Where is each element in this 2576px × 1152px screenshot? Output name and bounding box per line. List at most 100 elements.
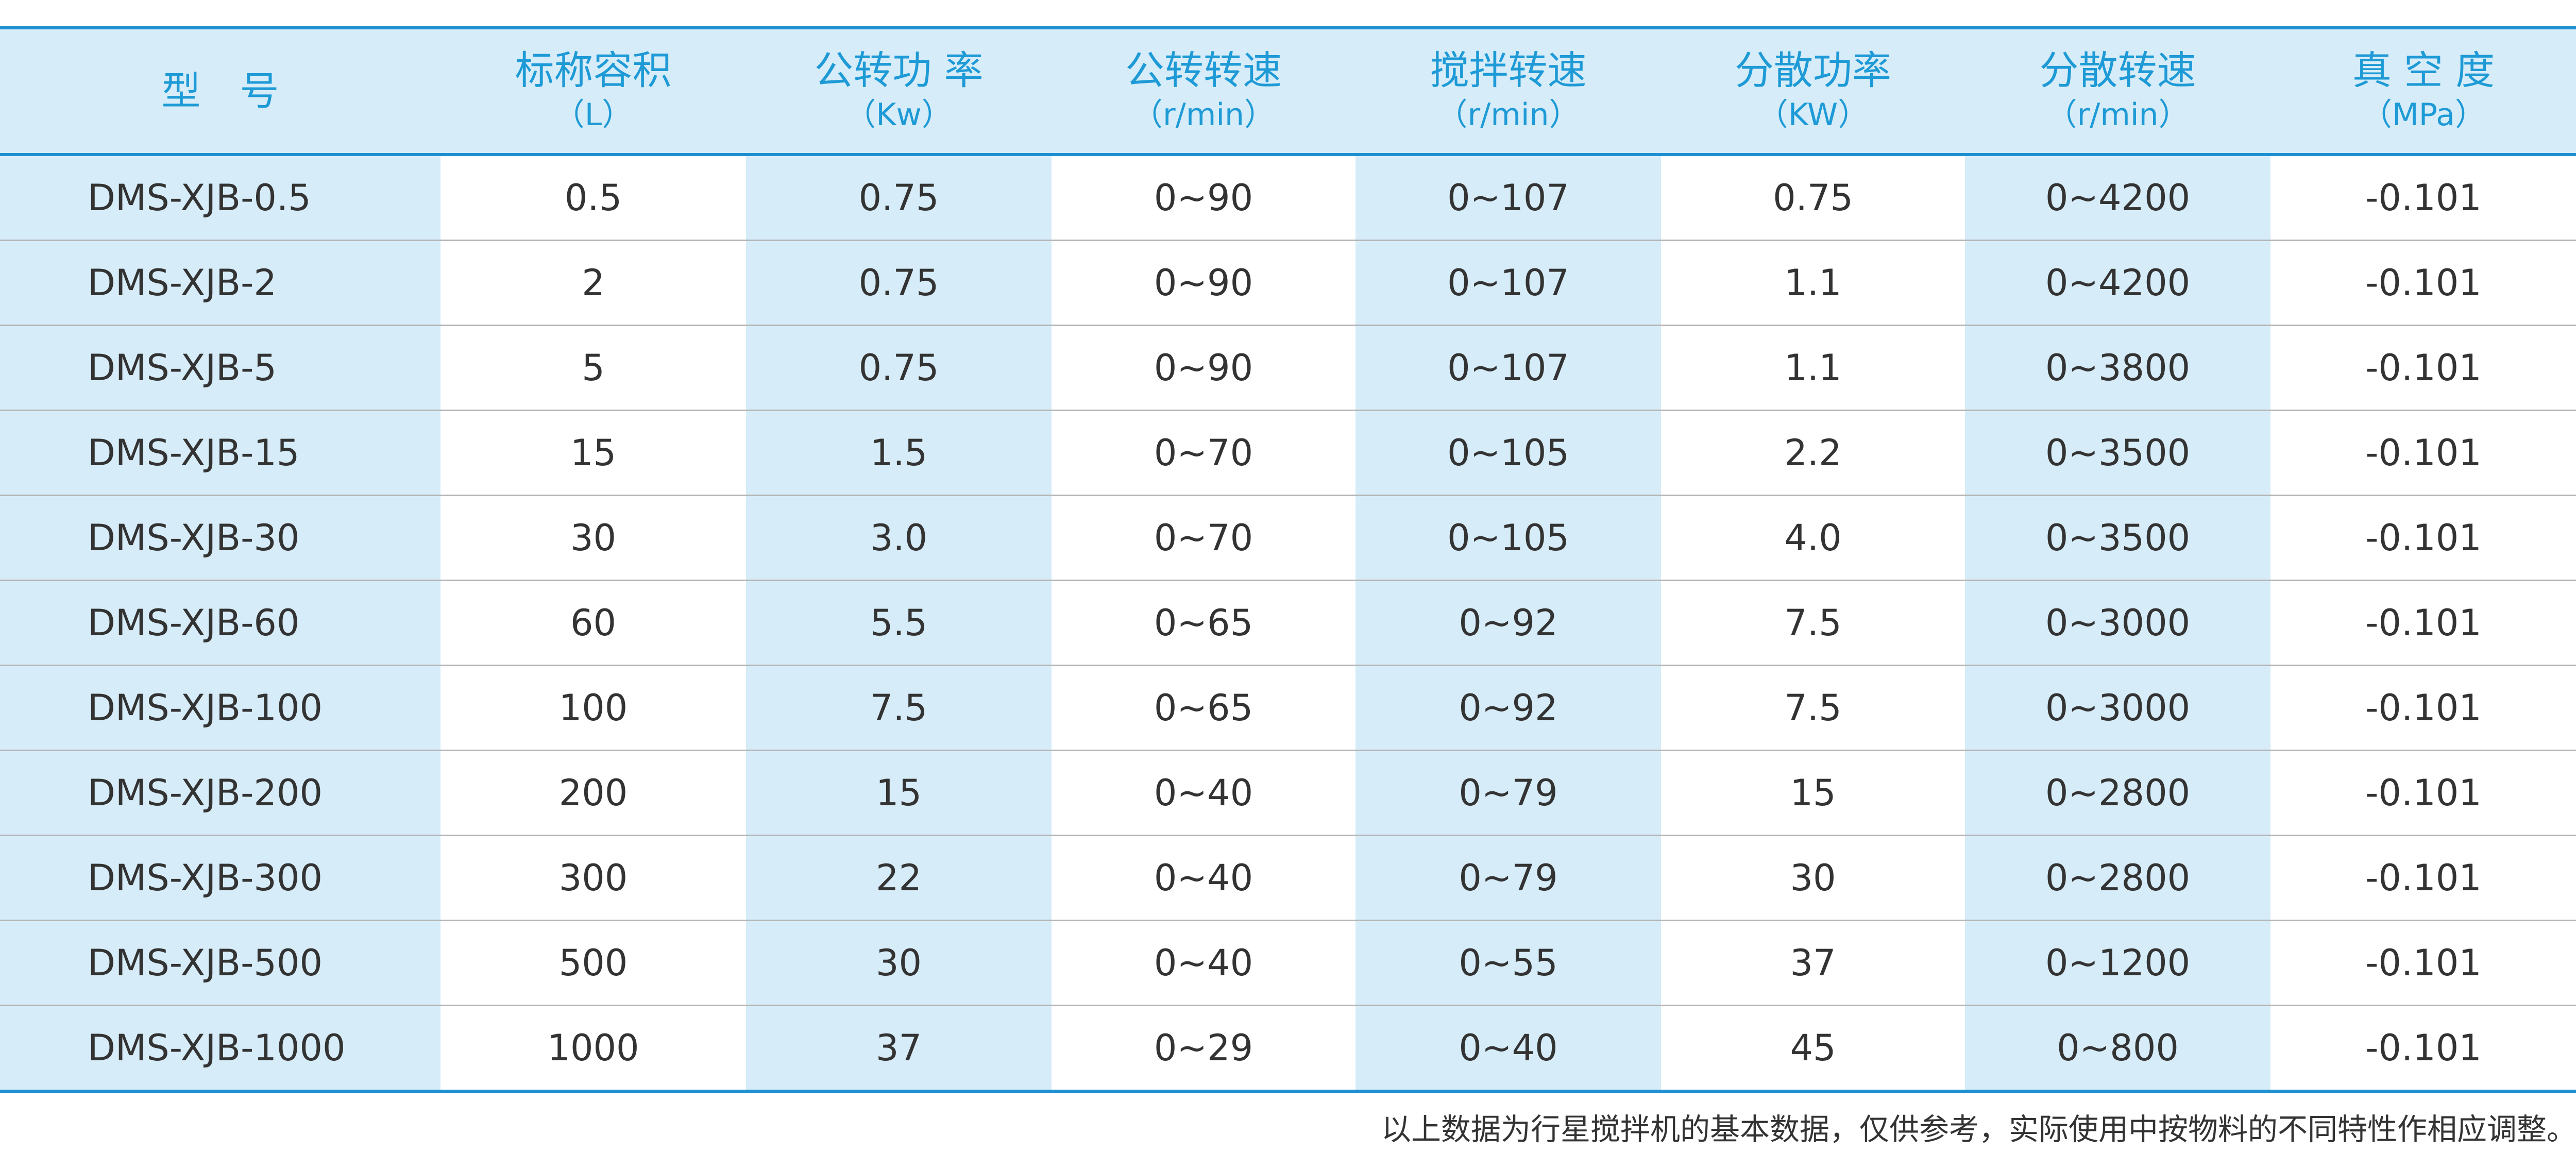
table-cell: 1000: [440, 1005, 746, 1093]
table-cell: DMS-XJB-5: [0, 325, 440, 411]
header-unit: （r/min）: [1436, 97, 1580, 133]
header-title: 标称容积: [515, 47, 672, 93]
table-cell: 200: [440, 750, 746, 836]
table-cell: 4.0: [1661, 495, 1965, 581]
table-cell: DMS-XJB-1000: [0, 1005, 440, 1093]
table-cell: 0~107: [1355, 325, 1661, 411]
table-row: DMS-XJB-15 15 1.5 0~70 0~105 2.2 0~3500 -0.101: [0, 410, 2576, 496]
table-cell: 0.75: [746, 240, 1052, 326]
table-cell: 0~40: [1052, 750, 1355, 836]
table-cell: 0~3000: [1965, 580, 2270, 666]
table-cell: 0~1200: [1965, 920, 2270, 1006]
table-cell: -0.101: [2270, 580, 2576, 666]
table-cell: 0~79: [1355, 835, 1661, 921]
table-cell: 15: [440, 410, 746, 496]
table-cell: -0.101: [2270, 1005, 2576, 1093]
table-cell: 45: [1661, 1005, 1965, 1093]
table-cell: 0~4200: [1965, 240, 2270, 326]
table-cell: DMS-XJB-60: [0, 580, 440, 666]
table-cell: 0~92: [1355, 665, 1661, 751]
table-cell: -0.101: [2270, 240, 2576, 326]
table-cell: 0.75: [746, 155, 1052, 241]
table-row: DMS-XJB-0.5 0.5 0.75 0~90 0~107 0.75 0~4200 -0.…: [0, 155, 2576, 241]
table-row: DMS-XJB-30 30 3.0 0~70 0~105 4.0 0~3500 -0.101: [0, 495, 2576, 581]
table-cell: 0~3500: [1965, 410, 2270, 496]
table-row: DMS-XJB-300 300 22 0~40 0~79 30 0~2800 -0.101: [0, 835, 2576, 921]
table-cell: -0.101: [2270, 410, 2576, 496]
table-cell: DMS-XJB-200: [0, 750, 440, 836]
table-cell: 22: [746, 835, 1052, 921]
table-cell: 7.5: [746, 665, 1052, 751]
table-cell: -0.101: [2270, 495, 2576, 581]
header-cell: 型 号: [0, 26, 440, 156]
table-cell: 0~90: [1052, 155, 1355, 241]
header-unit: （KW）: [1757, 97, 1869, 133]
header-unit: （r/min）: [2046, 97, 2190, 133]
table-row: DMS-XJB-60 60 5.5 0~65 0~92 7.5 0~3000 -0.101: [0, 580, 2576, 666]
header-row: 型 号 标称容积 （L） 公转功 率 （Kw） 公转转速 （r/min） 搅拌转速 （r/min…: [0, 26, 2576, 156]
table-cell: 7.5: [1661, 580, 1965, 666]
table-cell: 5.5: [746, 580, 1052, 666]
table-cell: 7.5: [1661, 665, 1965, 751]
table-cell: 15: [746, 750, 1052, 836]
header-cell: 分散功率 （KW）: [1661, 26, 1965, 156]
table-cell: 30: [440, 495, 746, 581]
table-cell: 5: [440, 325, 746, 411]
table-cell: 0~105: [1355, 410, 1661, 496]
header-unit: （MPa）: [2361, 97, 2486, 133]
table-cell: 0.5: [440, 155, 746, 241]
table-cell: DMS-XJB-15: [0, 410, 440, 496]
table-cell: DMS-XJB-100: [0, 665, 440, 751]
table-cell: 0~90: [1052, 240, 1355, 326]
table-cell: 0~40: [1052, 920, 1355, 1006]
table-row: DMS-XJB-100 100 7.5 0~65 0~92 7.5 0~3000 -0.101: [0, 665, 2576, 751]
table-cell: -0.101: [2270, 155, 2576, 241]
table-cell: 0~4200: [1965, 155, 2270, 241]
table-cell: -0.101: [2270, 835, 2576, 921]
table-row: DMS-XJB-500 500 30 0~40 0~55 37 0~1200 -0.101: [0, 920, 2576, 1006]
table-cell: 0~40: [1355, 1005, 1661, 1093]
table-cell: 0~800: [1965, 1005, 2270, 1093]
spec-table: 型 号 标称容积 （L） 公转功 率 （Kw） 公转转速 （r/min） 搅拌转速 （r/min…: [0, 26, 2576, 1093]
table-cell: 0~65: [1052, 665, 1355, 751]
table-cell: 2.2: [1661, 410, 1965, 496]
header-title: 搅拌转速: [1430, 47, 1587, 93]
header-cell: 分散转速 （r/min）: [1965, 26, 2270, 156]
table-cell: 1.5: [746, 410, 1052, 496]
table-cell: 0~107: [1355, 155, 1661, 241]
table-cell: 0~2800: [1965, 750, 2270, 836]
table-cell: 1.1: [1661, 240, 1965, 326]
table-row: DMS-XJB-1000 1000 37 0~29 0~40 45 0~800 -0.101: [0, 1005, 2576, 1093]
table-cell: 60: [440, 580, 746, 666]
table-cell: DMS-XJB-0.5: [0, 155, 440, 241]
header-title: 分散功率: [1735, 47, 1891, 93]
table-cell: 500: [440, 920, 746, 1006]
header-title: 真 空 度: [2352, 47, 2495, 93]
table-cell: -0.101: [2270, 325, 2576, 411]
table-cell: 3.0: [746, 495, 1052, 581]
table-cell: 0~2800: [1965, 835, 2270, 921]
header-unit: （L）: [553, 97, 633, 133]
table-cell: 0~3000: [1965, 665, 2270, 751]
table-cell: DMS-XJB-2: [0, 240, 440, 326]
table-cell: 0~65: [1052, 580, 1355, 666]
table-cell: 30: [1661, 835, 1965, 921]
table-cell: 0~90: [1052, 325, 1355, 411]
header-title: 公转转速: [1125, 47, 1282, 93]
table-cell: -0.101: [2270, 665, 2576, 751]
table-row: DMS-XJB-200 200 15 0~40 0~79 15 0~2800 -0.101: [0, 750, 2576, 836]
table-cell: 0~29: [1052, 1005, 1355, 1093]
table-cell: 0~92: [1355, 580, 1661, 666]
table-cell: 2: [440, 240, 746, 326]
table-row: DMS-XJB-2 2 0.75 0~90 0~107 1.1 0~4200 -0.101: [0, 240, 2576, 326]
table-cell: 1.1: [1661, 325, 1965, 411]
table-cell: 0.75: [746, 325, 1052, 411]
table-cell: 0.75: [1661, 155, 1965, 241]
table-cell: 37: [1661, 920, 1965, 1006]
table-cell: DMS-XJB-500: [0, 920, 440, 1006]
header-title: 公转功 率: [814, 47, 984, 93]
header-title: 型 号: [161, 68, 279, 114]
table-cell: 0~70: [1052, 495, 1355, 581]
table-cell: 0~79: [1355, 750, 1661, 836]
